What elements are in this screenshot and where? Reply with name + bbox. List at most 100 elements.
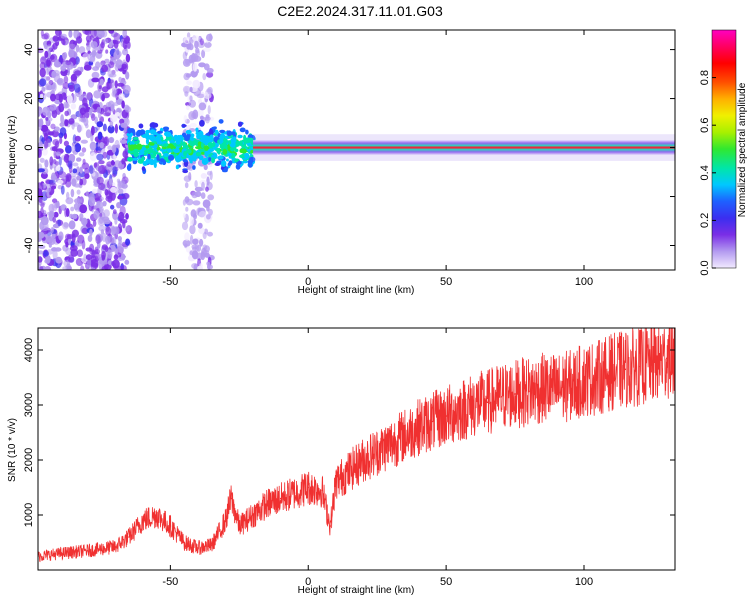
spectrogram-cell xyxy=(81,162,90,170)
spectrogram-cell xyxy=(191,191,198,199)
spectrogram-cell xyxy=(208,208,213,216)
spectrogram-cell xyxy=(40,56,47,65)
spectrogram-cell xyxy=(112,236,117,246)
spectrogram-cell xyxy=(82,30,90,35)
spectrogram-cell xyxy=(190,136,195,141)
spectrogram-cell xyxy=(124,259,130,265)
spectrogram-cell xyxy=(127,136,132,141)
spectrogram-cell xyxy=(185,149,192,154)
spectrogram-cell xyxy=(227,152,232,157)
spectrogram-cell xyxy=(86,258,92,268)
spectrogram-cell xyxy=(82,158,86,165)
spectrogram-cell xyxy=(78,46,86,55)
snr-data-point xyxy=(610,371,613,373)
colorbar-tick-label: 0.0 xyxy=(699,260,711,275)
snr-series-line xyxy=(38,328,675,563)
spectrogram-cell xyxy=(59,127,67,136)
spectrogram-cell xyxy=(39,118,44,127)
spectrogram-cell xyxy=(49,54,55,60)
spectrogram-cell xyxy=(54,203,58,209)
spectrogram-cell xyxy=(120,122,127,128)
spectrogram-cell xyxy=(38,106,43,116)
spectrogram-cell xyxy=(143,149,151,154)
spectrogram-cell xyxy=(91,125,95,136)
spectrogram-cell xyxy=(95,234,101,244)
spectrogram-cell xyxy=(55,106,61,115)
snr-data-point xyxy=(142,519,144,522)
snr-data-point xyxy=(445,415,447,417)
spectrogram-cell xyxy=(86,44,91,52)
spectrogram-cell xyxy=(183,115,188,123)
spectrogram-cell xyxy=(108,30,115,34)
spectrogram-cell xyxy=(39,93,44,99)
spectrogram-cell xyxy=(38,250,44,255)
snr-ytick-label: 2000 xyxy=(23,448,35,472)
spectrogram-cell xyxy=(160,136,164,142)
spectrogram-cell xyxy=(46,68,50,76)
spectrogram-cell xyxy=(99,78,105,86)
snr-data-point xyxy=(624,368,627,371)
spectrogram-cell xyxy=(60,65,66,72)
snr-frame xyxy=(37,327,676,571)
spectrogram-cell xyxy=(52,198,58,203)
snr-ytick-label: 4000 xyxy=(23,338,35,362)
colorbar-tick-label: 0.6 xyxy=(699,118,711,133)
snr-data-point xyxy=(390,442,392,445)
spectrogram-ylabel: Frequency (Hz) xyxy=(7,116,18,185)
spectrogram-cell xyxy=(76,157,82,162)
spectrogram-cell xyxy=(113,160,122,169)
spectrogram-cell xyxy=(136,130,142,135)
spectrogram-cell xyxy=(101,265,109,270)
spectrogram-cell xyxy=(201,49,206,59)
spectrogram-cell xyxy=(200,173,208,179)
spectrogram-cell xyxy=(207,261,211,270)
spectrogram-band xyxy=(253,140,675,155)
spectrogram-cell xyxy=(211,157,216,164)
spectrogram-cell xyxy=(250,139,254,146)
snr-xtick-label: -50 xyxy=(162,576,178,588)
spectrogram-cell xyxy=(105,49,109,54)
spectrogram-cell xyxy=(80,265,85,270)
spectrogram-cell xyxy=(209,134,214,141)
spectrogram-xtick-label: 50 xyxy=(440,276,452,288)
snr-data-point xyxy=(155,514,158,516)
spectrogram-cell xyxy=(102,151,108,159)
spectrogram-cell xyxy=(98,182,106,191)
spectrogram-cell xyxy=(57,179,64,185)
spectrogram-cell xyxy=(113,32,121,41)
snr-data-point xyxy=(128,536,130,538)
spectrogram-cell xyxy=(40,124,49,132)
spectrogram-cell xyxy=(93,90,102,99)
spectrogram-cell xyxy=(127,127,132,134)
snr-data-point xyxy=(238,525,241,527)
spectrogram-cell xyxy=(197,108,204,118)
spectrogram-cell xyxy=(59,122,65,127)
spectrogram-cell xyxy=(149,136,156,142)
spectrogram-cell xyxy=(214,129,219,135)
spectrogram-cell xyxy=(115,112,120,117)
spectrogram-cell xyxy=(117,180,121,190)
spectrogram-cell xyxy=(184,135,190,142)
spectrogram-cell xyxy=(108,136,115,144)
spectrogram-cell xyxy=(94,116,98,125)
spectrogram-cell xyxy=(139,129,146,136)
spectrogram-cell xyxy=(194,243,200,252)
spectrogram-cell xyxy=(114,80,118,89)
spectrogram-cell xyxy=(58,156,62,166)
spectrogram-cell xyxy=(85,254,93,261)
spectrogram-cell xyxy=(51,44,55,53)
spectrogram-cell xyxy=(239,148,244,153)
spectrogram-cell xyxy=(147,153,151,160)
spectrogram-cell xyxy=(53,144,59,152)
snr-data-point xyxy=(638,365,640,368)
spectrogram-cell xyxy=(50,226,55,234)
snr-panel: -50 0 50 100 1000 2000 3000 4000 Height of stra… xyxy=(7,327,676,596)
snr-data-point xyxy=(210,544,213,547)
spectrogram-cell xyxy=(60,114,64,124)
spectrogram-cell xyxy=(71,229,79,238)
snr-data-point xyxy=(459,409,461,412)
spectrogram-cell xyxy=(110,104,115,112)
spectrogram-cell xyxy=(50,175,58,181)
snr-xlabel: Height of straight line (km) xyxy=(298,585,415,596)
snr-data-point xyxy=(114,546,116,548)
